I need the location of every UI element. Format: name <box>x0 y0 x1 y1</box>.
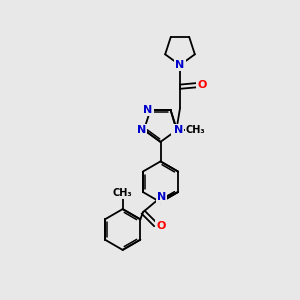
Text: N: N <box>143 105 152 115</box>
Text: H: H <box>158 191 165 202</box>
Text: N: N <box>174 125 183 135</box>
Text: N: N <box>157 191 166 202</box>
Text: N: N <box>176 60 184 70</box>
Text: O: O <box>197 80 207 90</box>
Text: CH₃: CH₃ <box>113 188 133 198</box>
Text: N: N <box>137 125 146 136</box>
Text: O: O <box>156 221 166 231</box>
Text: CH₃: CH₃ <box>186 125 206 135</box>
Text: S: S <box>172 125 180 135</box>
